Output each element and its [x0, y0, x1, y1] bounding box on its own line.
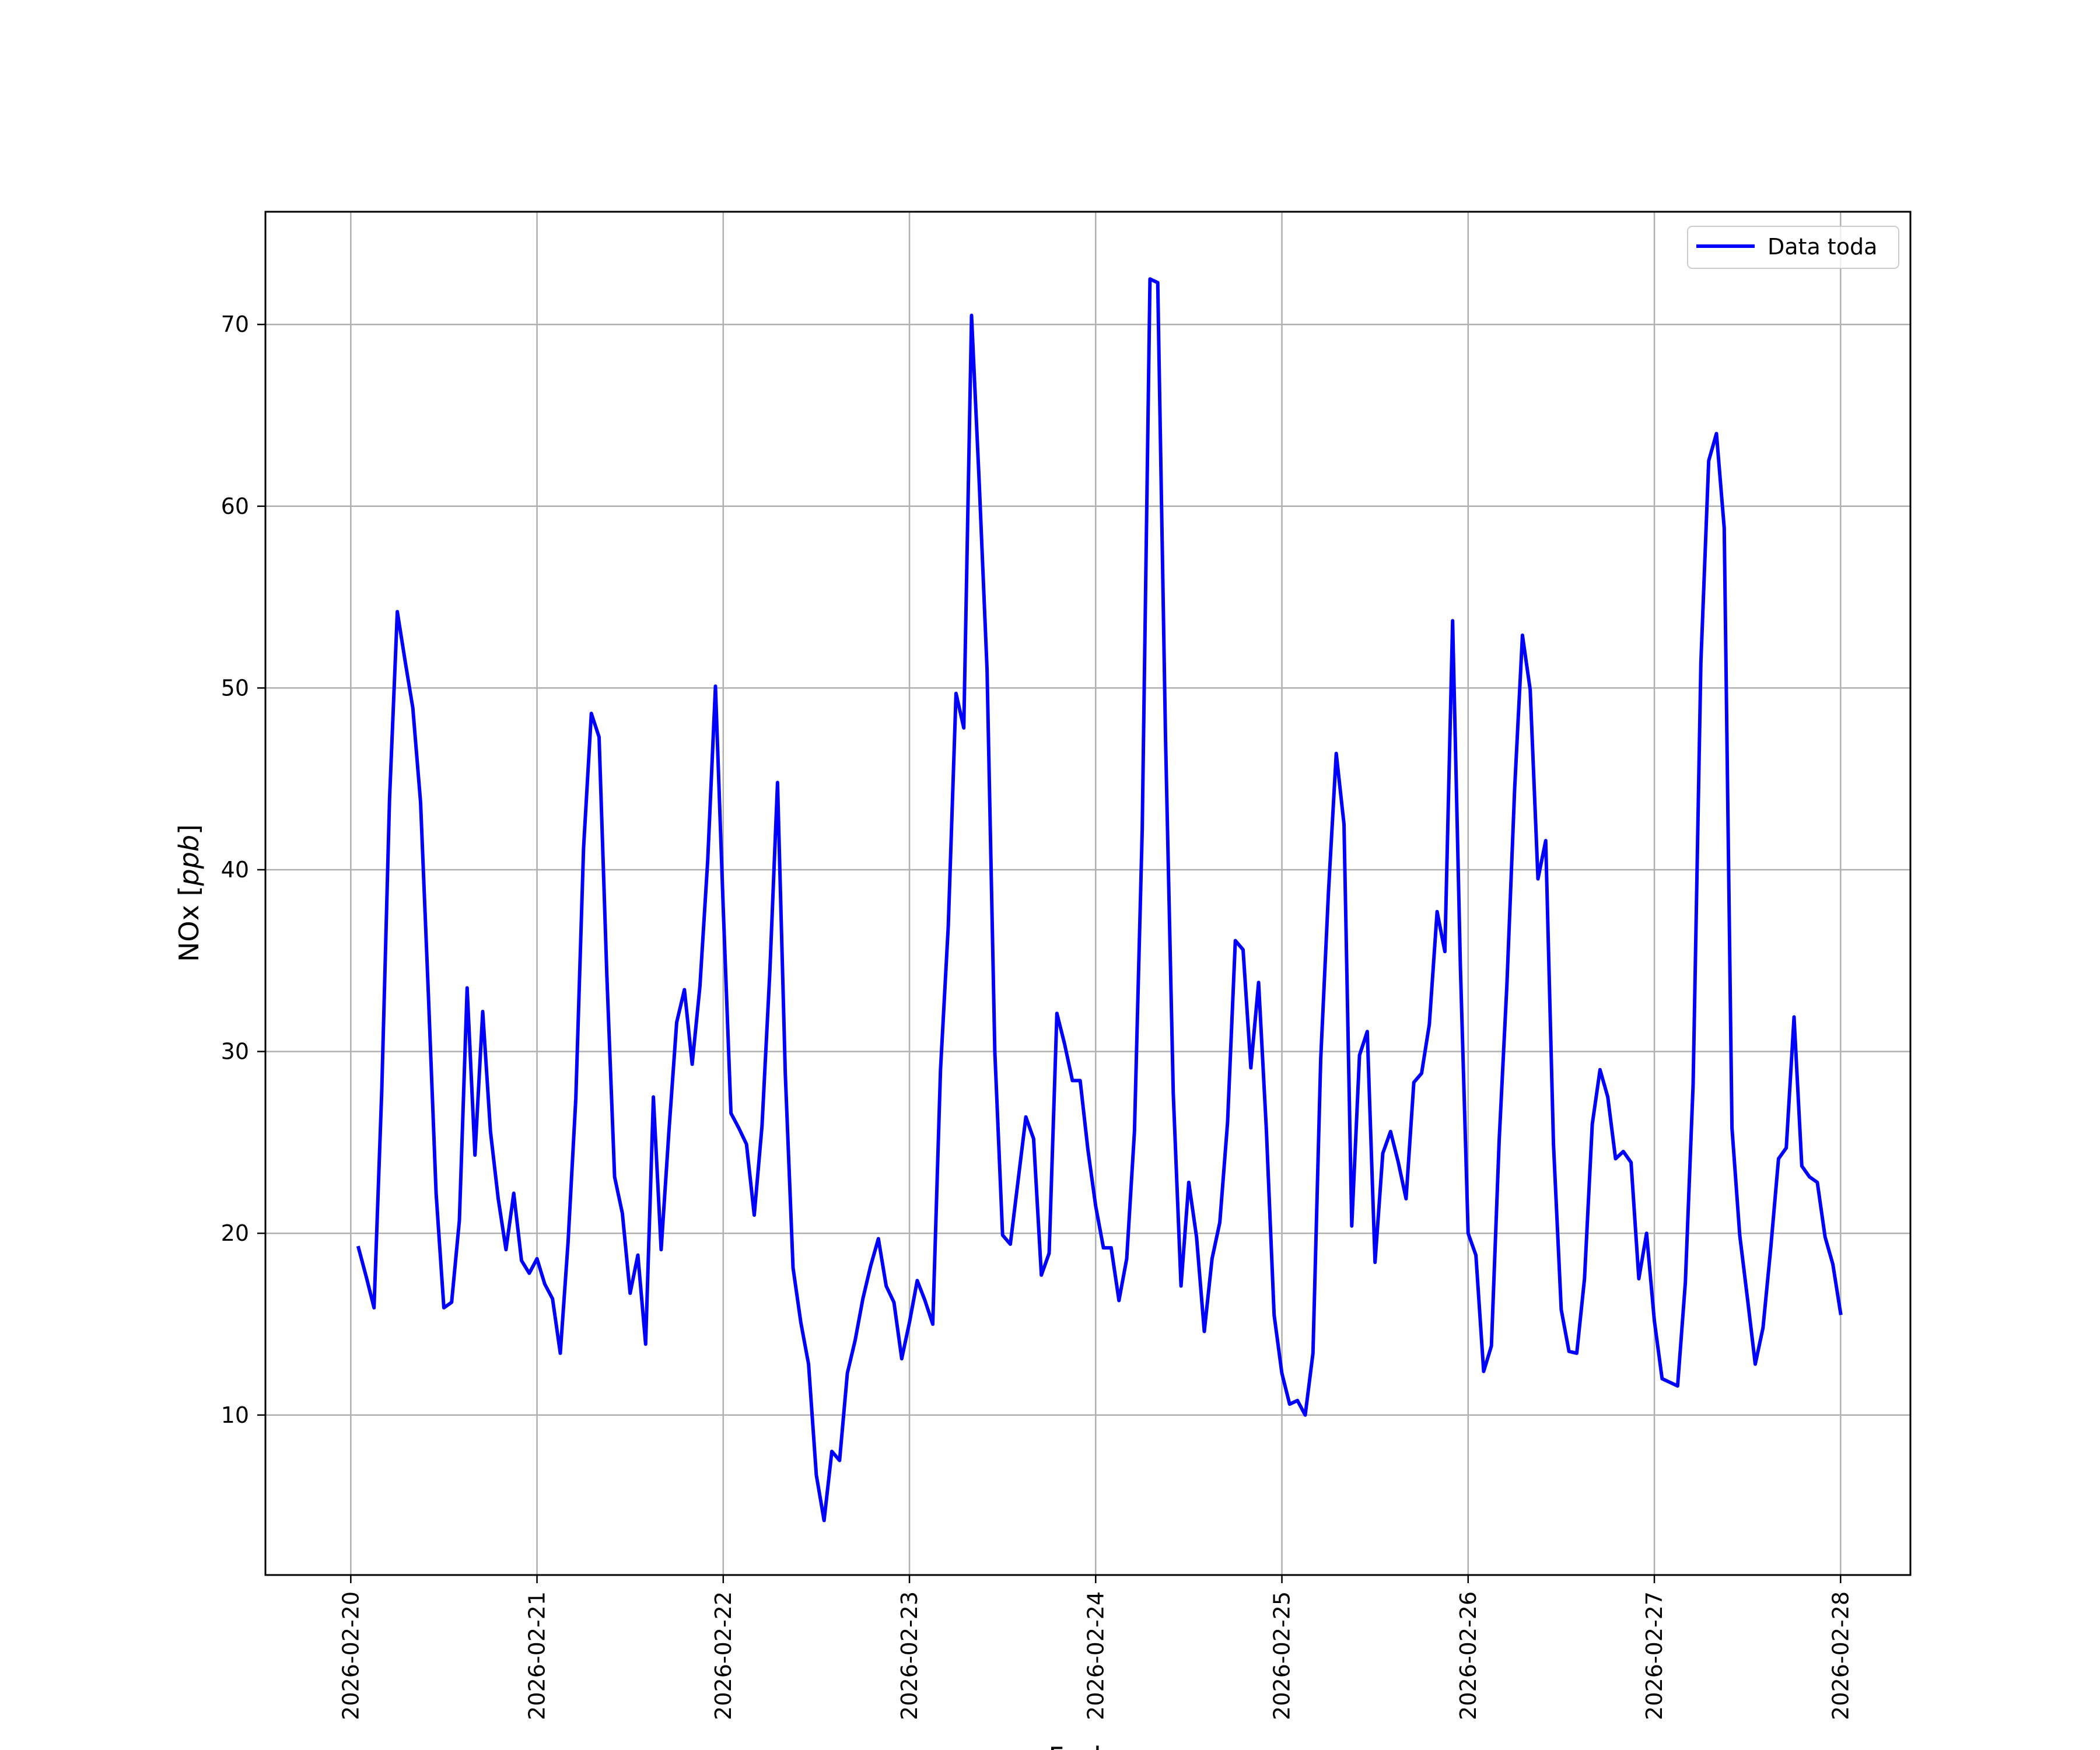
y-axis-title-unit: ppb [173, 835, 205, 887]
x-tick-label: 2026-02-25 [1269, 1591, 1295, 1720]
y-tick-label: 50 [221, 675, 249, 701]
y-axis-title: NOx [ppb] [173, 824, 205, 962]
x-tick-label: 2026-02-23 [897, 1591, 922, 1720]
y-axis-title-end: ] [173, 824, 205, 835]
x-tick-label: 2026-02-27 [1642, 1591, 1667, 1720]
y-tick-label: 60 [221, 494, 249, 519]
legend-box [1687, 226, 1899, 269]
y-axis: 10 20 30 40 50 60 70 [221, 312, 265, 1428]
y-tick-label: 40 [221, 857, 249, 883]
x-axis-title: Fecha [1049, 1741, 1128, 1750]
x-tick-label: 2026-02-21 [524, 1591, 550, 1720]
x-tick-label: 2026-02-22 [710, 1591, 736, 1720]
series-layer [356, 277, 1843, 1522]
plot-frame [264, 211, 1912, 1576]
legend-label: Data toda [1768, 234, 1877, 260]
legend: Data toda [1687, 226, 1899, 269]
y-tick-label: 70 [221, 312, 249, 337]
y-axis-title-main: NOx [ [173, 886, 205, 962]
x-tick-label: 2026-02-28 [1828, 1591, 1853, 1720]
series-line [356, 277, 1843, 1522]
x-tick-label: 2026-02-20 [338, 1591, 363, 1720]
y-tick-label: 10 [221, 1402, 249, 1428]
x-tick-label: 2026-02-24 [1083, 1591, 1108, 1720]
y-tick-label: 30 [221, 1039, 249, 1065]
x-axis: 2026-02-20 2026-02-21 2026-02-22 2026-02-23… [338, 1575, 1853, 1720]
y-tick-label: 20 [221, 1220, 249, 1246]
x-tick-label: 2026-02-26 [1455, 1591, 1481, 1720]
